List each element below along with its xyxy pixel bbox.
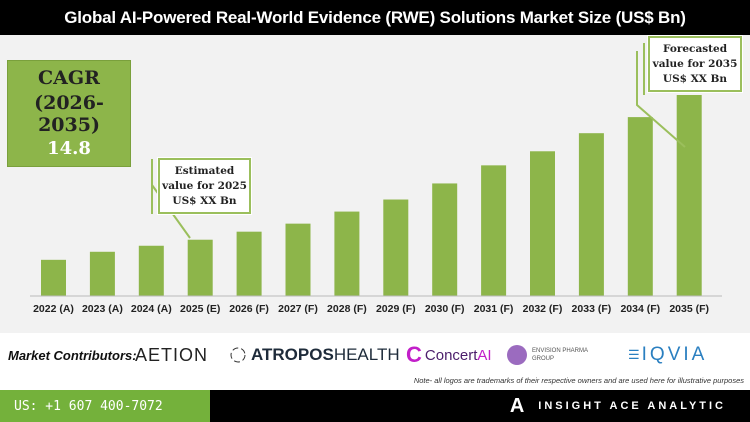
bar-2030: [432, 183, 458, 296]
logo-text: AETION: [135, 344, 209, 365]
logo-text: IQVIA: [641, 344, 708, 365]
callout-line: value for 2035: [652, 57, 738, 70]
x-tick-label: 2034 (F): [620, 303, 660, 315]
x-tick-label: 2028 (F): [327, 303, 367, 315]
bar-chart: 2022 (A) 2023 (A) 2024 (A) 2025 (E) 2026 (F)…: [30, 43, 722, 315]
callout-pointer-2035: [636, 51, 686, 148]
logo-concertai: C Concert AI: [406, 342, 492, 368]
cagr-box: CAGR (2026-2035) 14.8: [7, 60, 131, 167]
chart-title: Global AI-Powered Real-World Evidence (R…: [0, 0, 750, 35]
footer-brand-bar: A INSIGHT ACE ANALYTIC: [210, 390, 750, 422]
chart-area: 2022 (A) 2023 (A) 2024 (A) 2025 (E) 2026 (F)…: [0, 35, 750, 333]
callout-line: US$ XX Bn: [662, 72, 728, 85]
bar-2024: [138, 245, 164, 296]
bar-2033: [578, 133, 604, 296]
logo-aetion: AETION: [135, 345, 208, 366]
x-tick-label: 2022 (A): [33, 303, 74, 315]
brand: A INSIGHT ACE ANALYTIC: [510, 390, 726, 422]
logo-text: AI: [477, 346, 492, 364]
callout-forecasted-2035: Forecasted value for 2035 US$ XX Bn: [647, 35, 743, 93]
trademark-note: Note- all logos are trademarks of their …: [413, 376, 744, 385]
bar-2026: [236, 231, 262, 296]
envision-icon: [507, 345, 527, 365]
x-tick-label: 2023 (A): [82, 303, 123, 315]
bar-2034: [627, 117, 653, 296]
bar-2028: [334, 211, 360, 296]
bar-2031: [481, 165, 507, 296]
logo-text: HEALTH: [333, 345, 400, 364]
logo-envision-pharma: ENVISION PHARMA GROUP: [507, 345, 588, 365]
x-tick-label: 2029 (F): [376, 303, 416, 315]
callout-line: Forecasted: [662, 42, 728, 55]
x-tick-label: 2025 (E): [180, 303, 220, 315]
atropos-icon: [230, 347, 246, 363]
brand-name: INSIGHT ACE ANALYTIC: [538, 400, 726, 412]
x-tick-label: 2026 (F): [229, 303, 269, 315]
x-tick-label: 2027 (F): [278, 303, 318, 315]
callout-line: Estimated: [174, 164, 235, 177]
bar-2022: [41, 259, 66, 296]
bar-2035: [676, 95, 702, 296]
x-tick-label: 2033 (F): [572, 303, 612, 315]
logo-iqvia: ☰ IQVIA: [628, 344, 707, 366]
logo-text: ATROPOS: [251, 345, 334, 364]
bar-2029: [383, 199, 409, 296]
logo-text: Concert: [424, 346, 478, 364]
concert-icon: C: [406, 342, 422, 367]
x-tick-label: 2035 (F): [669, 303, 709, 315]
callout-line: US$ XX Bn: [172, 194, 237, 207]
footer-phone: US: +1 607 400-7072: [0, 390, 210, 422]
bar-2023: [89, 251, 115, 296]
cagr-value: 14.8: [47, 138, 91, 159]
x-tick-label: 2030 (F): [425, 303, 465, 315]
cagr-period: (2026-2035): [34, 92, 104, 136]
x-tick-label: 2032 (F): [523, 303, 563, 315]
x-tick-label: 2024 (A): [131, 303, 172, 315]
contributors-label: Market Contributors:: [8, 347, 137, 363]
iqvia-icon: ☰: [628, 347, 640, 362]
callout-estimated-2025: Estimated value for 2025 US$ XX Bn: [157, 157, 252, 215]
bar-2032: [530, 151, 555, 296]
brand-logo-icon: A: [509, 394, 525, 417]
market-contributors: Market Contributors: AETION ATROPOS HEALT…: [0, 336, 750, 374]
bar-2025: [187, 239, 213, 296]
callout-line: value for 2025: [162, 179, 247, 192]
x-tick-label: 2031 (F): [474, 303, 514, 315]
logo-text: GROUP: [532, 356, 555, 362]
bar-2027: [285, 223, 311, 296]
logo-text: ENVISION PHARMA: [532, 348, 589, 354]
cagr-label: CAGR: [38, 67, 100, 89]
logo-atropos-health: ATROPOS HEALTH: [228, 345, 400, 365]
